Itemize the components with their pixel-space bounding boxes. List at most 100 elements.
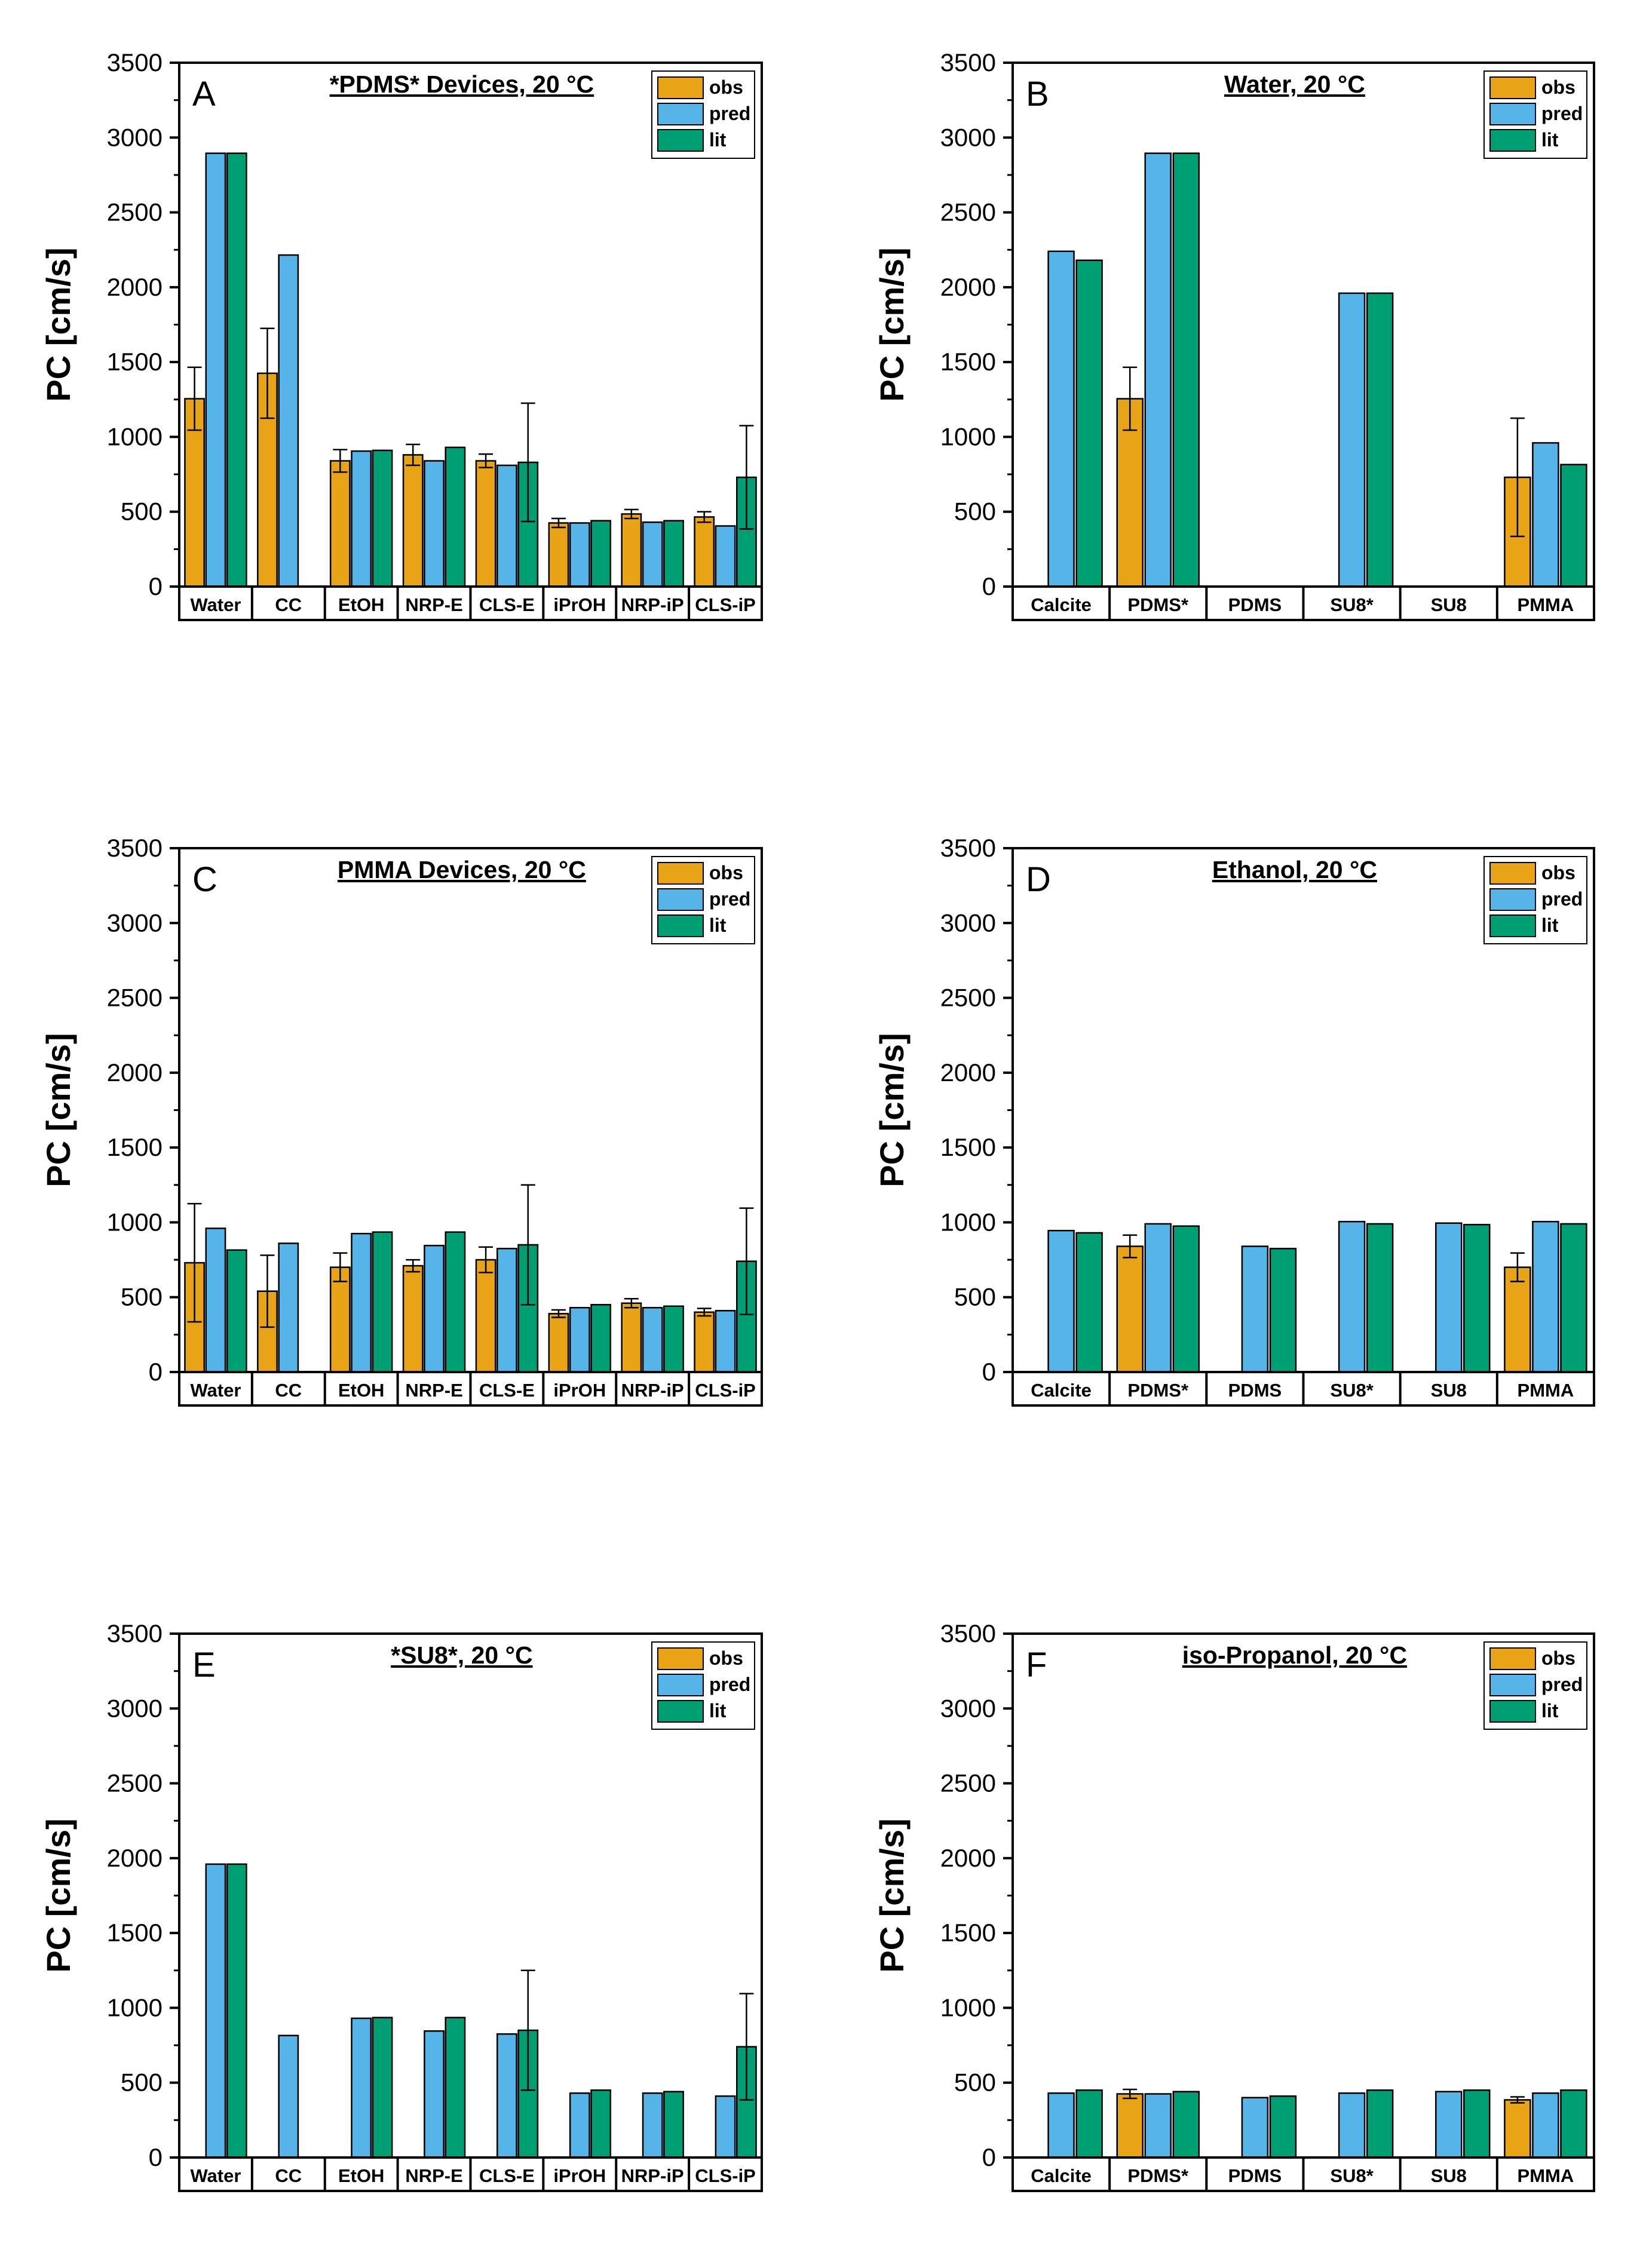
error-bar-lit-cls-e: [520, 1969, 535, 2091]
category-label-calcite: Calcite: [1031, 2165, 1092, 2186]
category-label-iproh: iPrOH: [553, 594, 606, 615]
bar-pred-etoh: [351, 2017, 372, 2159]
error-bar-obs-water: [187, 1202, 202, 1323]
panel-letter: C: [192, 860, 217, 899]
legend-label-pred: pred: [1541, 1674, 1583, 1695]
legend-swatch-obs: [657, 862, 704, 885]
bar-pred-nrp-ip: [642, 1307, 663, 1373]
legend-swatch-lit: [657, 914, 704, 937]
error-bar-obs-water: [187, 366, 202, 431]
bar-lit-cls-ip: [736, 1260, 757, 1373]
legend-label-lit: lit: [709, 129, 727, 151]
error-bar-obs-pmma: [1510, 1252, 1525, 1282]
category-label-su8*: SU8*: [1330, 2165, 1374, 2186]
chart-title: Ethanol, 20 °C: [1212, 856, 1377, 883]
legend-swatch-pred: [1489, 103, 1536, 125]
y-tick-label: 0: [149, 572, 163, 600]
error-bar-lit-cls-ip: [739, 1993, 754, 2101]
bar-lit-su8*: [1366, 1223, 1394, 1373]
legend-label-pred: pred: [1541, 103, 1583, 124]
chart-panel-e: Water CC EtOH NRP-E CLS-E iPrOH NRP-iP CLS-iP 0 5…: [39, 1619, 763, 2192]
bar-pred-iproh: [569, 1307, 590, 1373]
y-tick-label: 3000: [940, 1694, 996, 1722]
bar-lit-calcite: [1075, 1232, 1103, 1373]
category-label-pdms*: PDMS*: [1127, 594, 1189, 615]
y-tick-label: 500: [121, 1283, 163, 1311]
y-tick-label: 2500: [107, 984, 163, 1012]
legend-label-lit: lit: [1541, 914, 1559, 936]
bar-lit-nrp-e: [445, 446, 466, 588]
category-label-etoh: EtOH: [338, 2165, 385, 2186]
bar-obs-cls-e: [475, 1259, 496, 1373]
y-tick-label: 3000: [107, 909, 163, 937]
bar-obs-pmma: [1504, 2099, 1531, 2159]
bar-pred-su8*: [1338, 1220, 1366, 1373]
category-label-cc: CC: [275, 1380, 302, 1401]
bar-pred-cls-ip: [715, 1310, 736, 1373]
category-label-water: Water: [190, 594, 241, 615]
bar-pred-nrp-e: [424, 460, 445, 588]
bar-lit-su8*: [1366, 292, 1394, 588]
y-tick-label: 1500: [940, 1133, 996, 1161]
bar-pred-pmma: [1532, 2092, 1559, 2159]
bar-lit-nrp-ip: [663, 2091, 684, 2159]
legend-label-lit: lit: [709, 914, 727, 936]
bar-obs-pdms*: [1116, 2093, 1144, 2159]
legend-swatch-lit: [657, 1700, 704, 1723]
bar-lit-etoh: [372, 2017, 393, 2159]
y-tick-label: 500: [954, 1283, 996, 1311]
legend-label-pred: pred: [709, 103, 750, 124]
y-tick-label: 2500: [940, 198, 996, 226]
error-bar-obs-pdms*: [1123, 1234, 1138, 1259]
category-label-iproh: iPrOH: [553, 1380, 606, 1401]
bar-lit-su8*: [1366, 2089, 1394, 2159]
legend-swatch-lit: [1489, 129, 1536, 152]
category-label-su8: SU8: [1431, 1380, 1467, 1401]
bar-pred-nrp-e: [424, 2030, 445, 2159]
bar-lit-etoh: [372, 1231, 393, 1373]
y-tick-label: 0: [982, 1358, 996, 1386]
error-bar-obs-cc: [260, 327, 275, 419]
bar-lit-pmma: [1560, 464, 1587, 588]
legend-swatch-obs: [657, 1647, 704, 1670]
bar-lit-pmma: [1560, 1223, 1587, 1373]
category-label-cc: CC: [275, 594, 302, 615]
category-label-su8: SU8: [1431, 2165, 1467, 2186]
chart-panel-f: Calcite PDMS* PDMS SU8* SU8 PMMA 0 500 1000 1500 2…: [873, 1619, 1595, 2192]
y-tick-label: 0: [149, 2143, 163, 2171]
legend: obs pred lit: [651, 1641, 755, 1730]
bar-lit-pdms: [1269, 1248, 1297, 1373]
error-bar-obs-nrp-ip: [624, 1297, 639, 1309]
error-bar-obs-etoh: [333, 1252, 348, 1282]
category-label-su8: SU8: [1431, 594, 1467, 615]
bar-lit-etoh: [372, 449, 393, 588]
y-tick-label: 2000: [107, 1058, 163, 1087]
y-tick-label: 3500: [940, 1619, 996, 1647]
y-tick-label: 1000: [107, 1993, 163, 2021]
y-tick-label: 2000: [107, 1844, 163, 1872]
category-label-cls-e: CLS-E: [479, 2165, 535, 2186]
legend-swatch-lit: [1489, 1700, 1536, 1723]
legend-swatch-lit: [657, 129, 704, 152]
bar-lit-water: [226, 1249, 247, 1373]
bar-obs-etoh: [329, 1266, 351, 1373]
y-tick-label: 3500: [940, 48, 996, 76]
chart-title: iso-Propanol, 20 °C: [1182, 1641, 1407, 1669]
y-tick-label: 1500: [107, 1919, 163, 1947]
legend: obs pred lit: [1483, 856, 1587, 944]
legend-swatch-lit: [1489, 914, 1536, 937]
bar-pred-su8*: [1338, 292, 1366, 588]
bar-pred-nrp-e: [424, 1245, 445, 1373]
category-label-pdms*: PDMS*: [1127, 2165, 1189, 2186]
y-tick-label: 3000: [107, 1694, 163, 1722]
bar-pred-su8: [1435, 1222, 1463, 1373]
chart-panel-b: Calcite PDMS* PDMS SU8* SU8 PMMA 0 500 1000 1500 2…: [873, 48, 1595, 621]
bar-obs-nrp-ip: [621, 1302, 642, 1373]
bar-lit-iproh: [590, 1303, 612, 1373]
bar-pred-etoh: [351, 1232, 372, 1373]
y-tick-label: 3500: [107, 1619, 163, 1647]
category-label-pmma: PMMA: [1518, 2165, 1574, 2186]
bar-pred-calcite: [1047, 2092, 1075, 2159]
error-bar-obs-iproh: [551, 517, 566, 529]
